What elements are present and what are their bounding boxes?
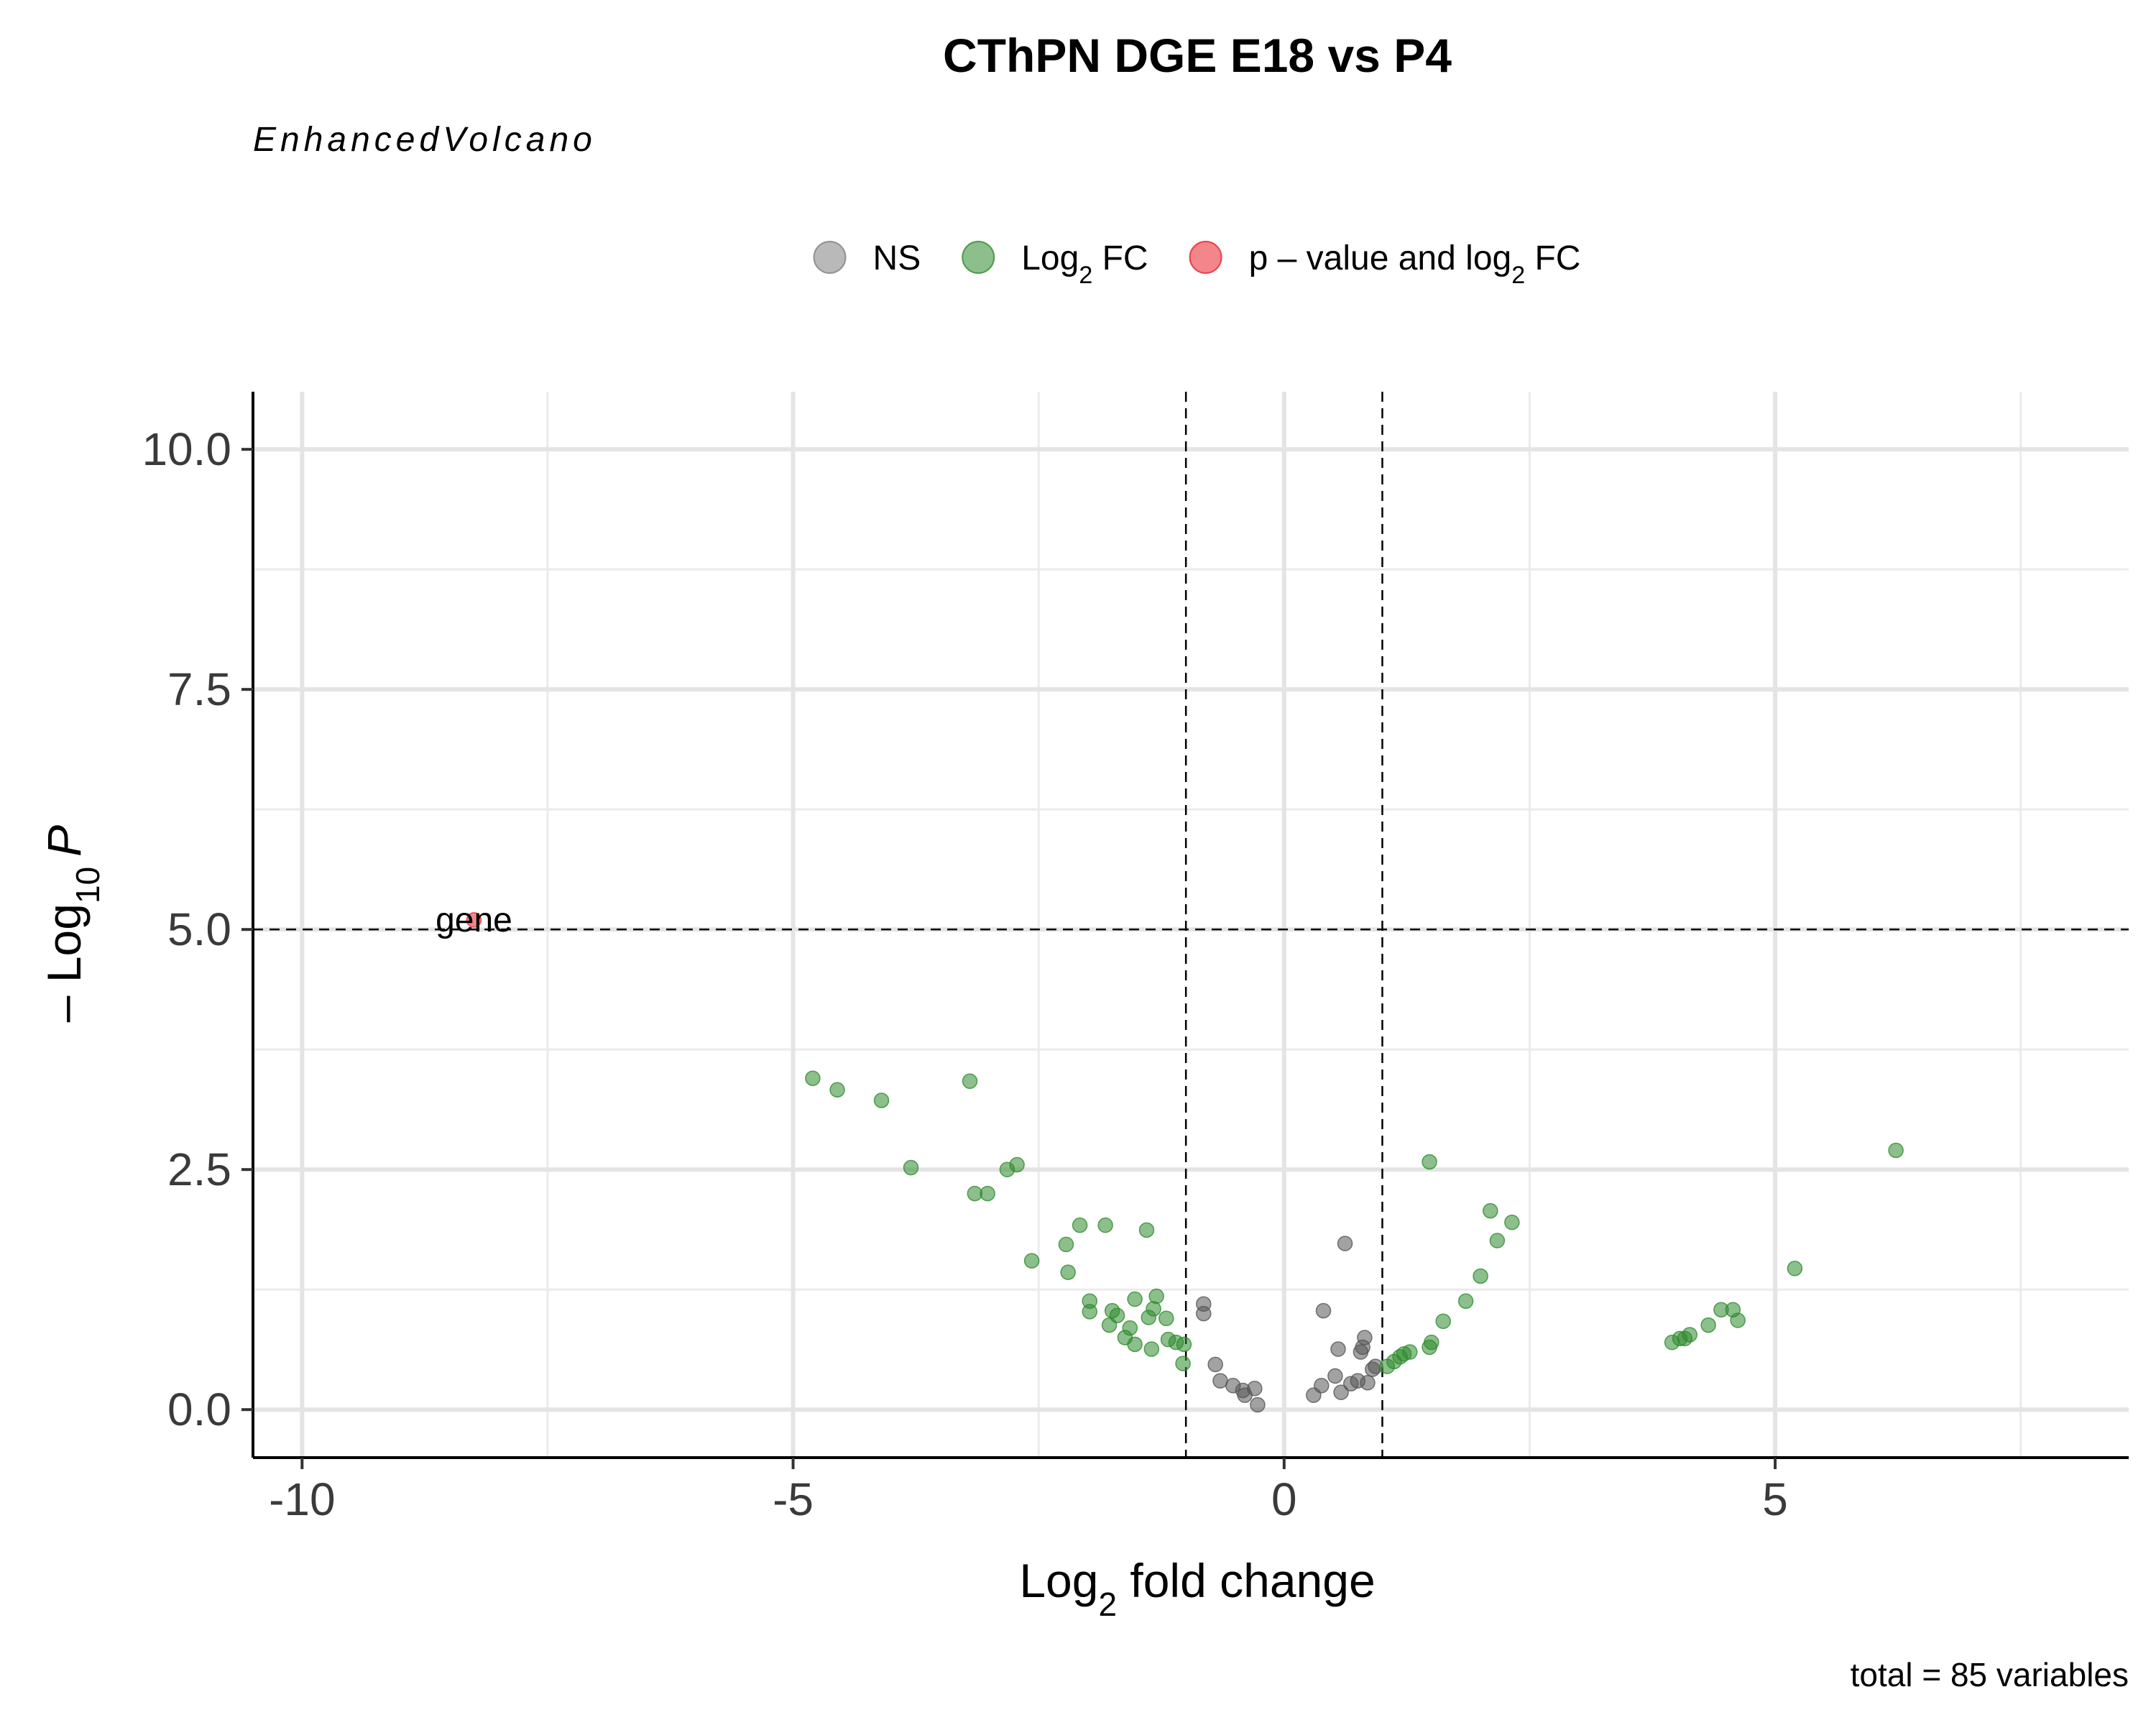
legend-label-part: NS [873,239,921,277]
data-point [1175,1356,1191,1371]
data-point [1212,1373,1228,1389]
point-labels: gene [436,901,512,939]
y-axis-title-suffix: P [37,825,91,857]
data-point [1700,1317,1716,1333]
data-point [1357,1330,1373,1346]
legend-label-part: 2 [1511,262,1525,289]
x-axis-title: Log2 fold change [1019,1554,1375,1623]
data-point [1457,1293,1474,1309]
legend-item-both: p – value and log2 FC [1189,239,1581,289]
y-axis-title: – Log10 P [37,825,106,1022]
data-point [1424,1334,1439,1351]
y-tick-label: 2.5 [167,1144,231,1195]
x-tick-label: 0 [1271,1473,1297,1525]
data-point [1122,1320,1138,1336]
data-point [1023,1253,1040,1269]
data-point [1072,1217,1088,1233]
x-tick-label: -10 [269,1473,336,1525]
caption: total = 85 variables [1851,1656,2129,1693]
data-point [873,1092,890,1108]
data-point [1176,1336,1192,1353]
data-points [466,912,1904,1413]
grid [253,392,2129,1458]
y-tick-label: 5.0 [167,903,231,955]
legend-label-part: FC [1092,239,1148,277]
cutoff-lines [253,392,2129,1458]
axes [241,392,2129,1469]
data-point [980,1185,995,1202]
data-point [1143,1341,1160,1357]
legend: NS Log2 FC p – value and log2 FC [813,239,1581,289]
y-tick-label: 7.5 [167,663,231,715]
chart-title: CThPN DGE E18 vs P4 [943,29,1452,82]
legend-item-fc: Log2 FC [962,239,1148,289]
data-point [1504,1214,1520,1230]
data-point [1422,1154,1437,1170]
legend-label-fc: Log2 FC [1021,239,1148,289]
legend-label-part: p – value and log [1249,239,1512,277]
x-tick-label: 5 [1762,1473,1788,1525]
legend-item-ns: NS [813,239,921,277]
data-point [1435,1313,1451,1330]
y-axis-title-prefix: – Log [37,903,91,1022]
data-point [1109,1307,1125,1324]
data-point [1401,1344,1418,1360]
data-point [1682,1327,1697,1343]
data-point [1337,1236,1353,1251]
data-point [1315,1302,1332,1319]
data-point [1247,1381,1263,1397]
data-point [1489,1233,1506,1248]
data-point [1146,1301,1161,1317]
chart-subtitle: EnhancedVolcano [253,121,596,159]
y-axis-title-sub: 10 [69,867,106,903]
data-point [1127,1291,1143,1307]
data-point [1327,1368,1343,1384]
data-point [466,912,482,928]
data-point [967,1185,983,1202]
x-axis-title-suffix: fold change [1117,1554,1376,1607]
data-point [1097,1217,1113,1233]
data-point [962,1073,978,1090]
legend-key-fc [962,241,995,274]
legend-key-ns [813,241,847,274]
data-point [1888,1142,1904,1159]
y-tick-label: 0.0 [167,1384,231,1435]
data-point [1060,1264,1076,1280]
data-point [1058,1236,1074,1253]
data-point [1730,1312,1746,1328]
legend-key-both [1189,241,1222,274]
data-point [1009,1156,1025,1173]
data-point [1473,1268,1488,1284]
y-tick-label: 10.0 [142,423,231,475]
data-point [1127,1336,1143,1353]
data-point [1330,1341,1346,1357]
legend-label-part: Log [1021,239,1079,277]
data-point [1148,1288,1164,1305]
point-label: gene [436,901,512,939]
data-point [1138,1222,1155,1238]
data-point [1207,1356,1223,1373]
legend-label-both: p – value and log2 FC [1249,239,1581,289]
data-point [903,1159,919,1176]
legend-label-part: FC [1525,239,1580,277]
data-point [1196,1305,1212,1322]
data-point [1360,1375,1376,1391]
x-tick-labels: -10 -5 0 5 [269,1473,1788,1525]
x-axis-title-prefix: Log [1019,1554,1098,1607]
data-point [1158,1310,1174,1327]
data-point [805,1070,821,1087]
data-point [1483,1202,1498,1219]
data-point [1313,1378,1330,1394]
x-axis-title-sub: 2 [1098,1586,1117,1623]
x-tick-label: -5 [773,1473,814,1525]
data-point [1333,1384,1349,1400]
legend-label-ns: NS [873,239,921,277]
data-point [1787,1261,1803,1276]
legend-label-part: 2 [1079,262,1092,289]
data-point [1250,1397,1266,1413]
data-point [1082,1304,1098,1320]
y-tick-labels: 0.0 2.5 5.0 7.5 10.0 [142,423,231,1435]
data-point [829,1082,845,1098]
